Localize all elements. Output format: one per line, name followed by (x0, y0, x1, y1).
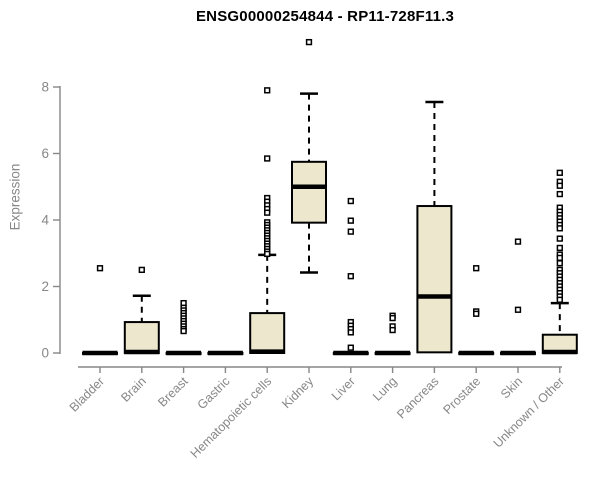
x-tick-label-liver: Liver (329, 374, 358, 403)
x-tick-label-pancreas: Pancreas (394, 374, 441, 421)
box-pancreas (416, 205, 453, 354)
outlier-point-skin (514, 238, 522, 245)
chart-title: ENSG00000254844 - RP11-728F11.3 (195, 8, 455, 25)
outlier-point-kidney (305, 38, 313, 46)
x-tick-label-breast: Breast (155, 374, 191, 410)
outlier-point-hematopoietic-cells (264, 209, 271, 216)
outlier-point-unknown-other (556, 244, 563, 252)
outlier-point-hematopoietic-cells (264, 87, 271, 94)
y-tick-label: 8 (41, 80, 49, 95)
outlier-point-liver (347, 273, 354, 280)
outlier-point-hematopoietic-cells (264, 250, 271, 258)
outlier-point-liver (347, 329, 354, 336)
x-tick-label-lung: Lung (370, 374, 400, 404)
outlier-point-unknown-other (556, 225, 563, 232)
x-tick-label-prostate: Prostate (440, 374, 483, 417)
outlier-point-breast (180, 327, 187, 335)
outlier-point-hematopoietic-cells (264, 155, 271, 162)
outlier-point-liver (347, 217, 354, 224)
x-tick-label-kidney: Kidney (279, 374, 316, 411)
outlier-point-prostate (473, 310, 480, 317)
outlier-point-lung (389, 326, 396, 334)
outlier-point-unknown-other (556, 260, 563, 267)
x-tick-label-skin: Skin (498, 374, 525, 401)
x-tick-label-hematopoietic-cells: Hematopoietic cells (188, 374, 275, 461)
box-hematopoietic-cells (249, 312, 286, 355)
outlier-point-brain (138, 266, 145, 274)
x-tick-label-bladder: Bladder (67, 374, 107, 414)
x-tick-label-gastric: Gastric (195, 374, 233, 412)
box-brain (123, 321, 160, 355)
outlier-point-unknown-other (556, 190, 563, 198)
outlier-point-unknown-other (556, 235, 563, 242)
outlier-point-bladder (96, 265, 104, 272)
outlier-point-liver (347, 344, 354, 351)
outlier-point-unknown-other (556, 182, 563, 189)
y-tick-label: 6 (41, 146, 49, 161)
x-tick-label-unknown-other: Unknown / Other (491, 374, 567, 450)
box-kidney (291, 160, 327, 224)
outlier-point-lung (389, 314, 396, 322)
outlier-point-liver (347, 197, 354, 205)
outlier-point-unknown-other (556, 169, 563, 176)
y-tick-label: 4 (41, 213, 49, 228)
y-tick-label: 2 (41, 279, 49, 294)
outlier-point-unknown-other (556, 254, 563, 262)
y-tick-label: 0 (41, 346, 49, 361)
outlier-point-liver (347, 228, 354, 235)
outlier-point-prostate (473, 265, 480, 272)
outlier-point-unknown-other (556, 296, 563, 303)
x-tick-label-brain: Brain (118, 374, 149, 405)
outlier-point-skin (514, 306, 522, 313)
